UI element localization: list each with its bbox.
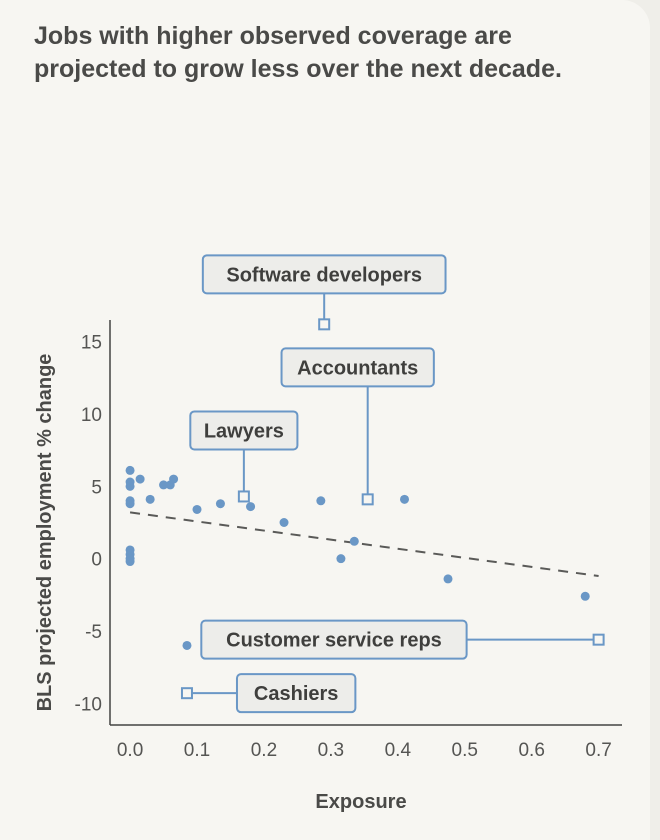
data-point [580, 591, 590, 601]
callout-box [189, 410, 299, 451]
data-point [215, 499, 225, 509]
data-point [169, 474, 179, 484]
data-point [125, 465, 135, 475]
callout-box [200, 619, 468, 660]
x-tick-label: 0.1 [184, 740, 210, 761]
y-tick-label: 5 [91, 477, 102, 498]
callout-label: Cashiers [254, 683, 339, 705]
data-point [135, 474, 145, 484]
chart-title-line-2: projected to grow less over the next dec… [34, 55, 562, 83]
trendline-layer [129, 511, 599, 578]
callout-anchor [361, 493, 374, 506]
callout-label: Lawyers [204, 420, 284, 442]
callout-box [280, 347, 435, 388]
data-point [145, 494, 155, 504]
callout-label: Customer service reps [226, 630, 442, 652]
callout-anchor [318, 318, 331, 331]
data-point [125, 499, 135, 509]
y-axis-label: BLS projected employment % change [34, 354, 56, 712]
data-point [279, 518, 289, 527]
chart-title-line-1: Jobs with higher observed coverage are [34, 22, 512, 50]
points-layer [125, 465, 590, 650]
x-tick-label: 0.0 [117, 740, 143, 761]
callout: Customer service reps [200, 619, 605, 660]
y-tick-label: 15 [81, 333, 102, 354]
callout-anchor [237, 490, 250, 503]
data-point [125, 557, 135, 567]
callout: Accountants [280, 347, 435, 506]
callouts-layer: Software developers Accountants Lawyers Cus… [180, 254, 605, 714]
data-point [182, 640, 192, 650]
data-point [316, 496, 326, 506]
data-point [192, 504, 202, 514]
data-point [159, 480, 169, 490]
callout-box [201, 254, 447, 295]
callout-label: Accountants [297, 357, 418, 379]
x-tick-label: 0.6 [518, 740, 544, 761]
axes: 15 10 5 0 -5 -10 0.0 0.1 0.2 0.3 0.4 0.5 0.6 0.7 Expos… [34, 320, 622, 813]
callout-box [235, 673, 357, 714]
x-tick-label: 0.4 [385, 740, 412, 761]
y-tick-label: 10 [81, 405, 102, 426]
data-point [443, 574, 453, 584]
data-point [125, 481, 135, 491]
callout: Software developers [201, 254, 447, 331]
callout: Lawyers [189, 410, 299, 503]
x-tick-label: 0.2 [251, 740, 277, 761]
x-tick-label: 0.7 [585, 740, 611, 761]
data-point [400, 494, 410, 504]
data-point [246, 502, 256, 512]
x-tick-label: 0.3 [318, 740, 344, 761]
y-tick-label: 0 [91, 550, 102, 571]
data-point [336, 554, 346, 564]
callout-anchor [592, 633, 605, 646]
x-axis-label: Exposure [315, 791, 406, 813]
trendline [129, 511, 599, 578]
data-point [349, 536, 359, 546]
callout-label: Software developers [226, 264, 422, 286]
y-tick-label: -5 [85, 622, 102, 643]
callout-anchor [180, 687, 193, 700]
x-tick-label: 0.5 [452, 740, 478, 761]
chart-title: Jobs with higher observed coverage are p… [34, 20, 634, 86]
y-tick-label: -10 [75, 694, 102, 715]
callout: Cashiers [180, 673, 357, 714]
